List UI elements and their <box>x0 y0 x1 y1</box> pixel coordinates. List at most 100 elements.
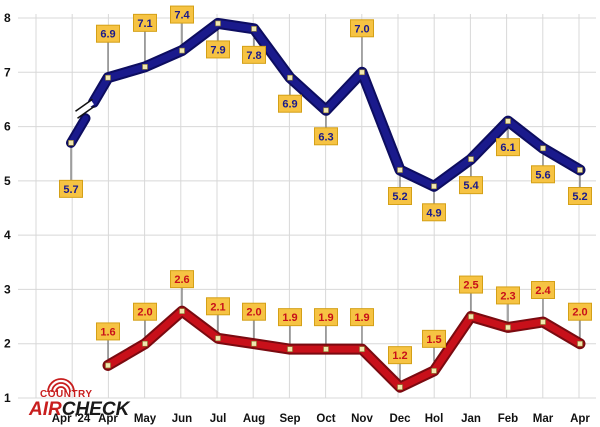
data-label: 5.6 <box>535 169 550 181</box>
upper-series-point <box>215 20 221 27</box>
data-label: 2.0 <box>246 307 261 319</box>
data-label-box <box>206 297 230 316</box>
data-label-box <box>278 308 302 327</box>
radio-waves-icon <box>47 378 75 393</box>
lower-series-line <box>104 307 584 391</box>
series-layer <box>66 16 586 393</box>
data-label-box <box>459 275 483 294</box>
data-label: 1.2 <box>392 350 407 362</box>
data-label: 5.2 <box>392 191 407 203</box>
upper-series-point <box>397 167 403 173</box>
x-tick-label: Aug <box>243 413 265 425</box>
upper-series-point <box>179 47 185 54</box>
data-label: 5.4 <box>463 180 479 192</box>
x-axis-ticks: Apr '24 Apr May Jun Jul Aug Sep Oct Nov Dec Hol Jan… <box>52 413 591 425</box>
y-tick-label: 7 <box>4 65 11 79</box>
upper-series-point <box>540 145 546 152</box>
x-tick-label: Hol <box>425 413 444 425</box>
axis-break-mark-stroke <box>75 98 93 112</box>
x-tick-label: Jan <box>461 413 481 425</box>
data-label-box <box>242 45 266 64</box>
lower-series-point <box>431 368 437 374</box>
data-label-box <box>531 281 555 299</box>
y-tick-label: 2 <box>4 337 11 351</box>
data-label: 2.0 <box>572 307 587 319</box>
lower-series-point <box>323 346 329 352</box>
lower-series-point <box>505 324 511 331</box>
upper-series-point <box>431 183 437 190</box>
data-label-box <box>96 322 120 341</box>
data-label: 2.1 <box>210 301 225 313</box>
data-label-box <box>96 24 120 43</box>
data-label: 6.1 <box>500 142 515 154</box>
data-label-box <box>422 203 446 222</box>
data-label-box <box>133 302 157 321</box>
data-label-box <box>170 5 194 24</box>
data-label-box <box>496 138 520 157</box>
y-tick-label: 6 <box>4 120 11 134</box>
data-label-box <box>496 286 520 305</box>
data-label: 6.3 <box>318 131 333 143</box>
y-axis-ticks: 1 2 3 4 5 6 7 8 <box>4 11 11 405</box>
upper-series-line-pre-break-inner <box>68 115 89 146</box>
y-tick-label: 5 <box>4 174 11 188</box>
x-tick-label: Mar <box>533 413 554 425</box>
upper-series-point <box>505 118 511 124</box>
data-label: 6.9 <box>100 29 115 41</box>
lower-series-point <box>397 384 403 390</box>
lower-series-point <box>251 340 257 347</box>
data-label: 2.3 <box>500 290 515 302</box>
lower-series-point <box>105 362 111 369</box>
data-label-box <box>459 176 483 195</box>
upper-series-point <box>142 64 148 70</box>
x-tick-label: Sep <box>279 413 300 425</box>
logo-air-text: AIR <box>28 399 62 420</box>
data-label: 7.4 <box>174 10 190 22</box>
data-label-box <box>388 187 412 205</box>
country-aircheck-logo: COUNTRY AIRCHECK <box>28 378 131 420</box>
data-label: 1.9 <box>354 312 369 324</box>
logo-check-text: CHECK <box>62 399 131 420</box>
data-label: 5.7 <box>63 184 78 196</box>
data-label-box <box>568 187 592 205</box>
upper-series-point <box>323 107 329 114</box>
upper-series-point <box>287 74 293 81</box>
x-tick-label: Feb <box>498 413 518 425</box>
logo-country-text: COUNTRY <box>40 389 93 400</box>
lower-series-point <box>287 346 293 352</box>
data-label: 7.8 <box>246 50 261 62</box>
data-label: 2.5 <box>463 280 478 292</box>
upper-series-point <box>251 26 257 32</box>
y-tick-label: 8 <box>4 11 11 25</box>
lower-series-point <box>577 340 583 347</box>
x-tick-label: Jul <box>210 413 227 425</box>
y-tick-label: 1 <box>4 391 11 405</box>
x-tick-label: Apr <box>570 413 590 425</box>
data-label: 7.9 <box>210 44 225 56</box>
data-labels-layer: 5.7 6.9 7.1 7.4 7.9 7.8 6.9 6.3 7.0 5.2 4.9 5.4 6.1 5… <box>59 5 592 365</box>
data-label: 1.9 <box>282 312 297 324</box>
data-label-box <box>388 346 412 365</box>
lower-series-point <box>468 313 474 320</box>
axis-break-mark <box>77 100 94 115</box>
data-label-box <box>568 302 592 321</box>
data-label: 1.6 <box>100 326 115 338</box>
data-label: 2.0 <box>137 307 152 319</box>
x-tick-label: Apr <box>98 413 118 425</box>
data-label-box <box>170 270 194 289</box>
upper-series-point <box>577 167 583 173</box>
x-tick-label: Apr '24 <box>52 413 91 425</box>
lower-series-point <box>142 340 148 347</box>
data-label-box <box>278 94 302 113</box>
lower-series-point <box>215 335 221 342</box>
upper-series-point <box>468 156 474 162</box>
data-label: 4.9 <box>426 207 441 219</box>
logo-aircheck-text: AIRCHECK <box>28 399 131 420</box>
lower-series-point <box>540 319 546 325</box>
upper-series-point <box>68 140 74 146</box>
data-label: 5.2 <box>572 191 587 203</box>
data-label-box <box>59 179 83 198</box>
data-label: 7.1 <box>137 18 152 30</box>
data-label-box <box>314 308 338 327</box>
data-label: 1.5 <box>426 334 441 346</box>
